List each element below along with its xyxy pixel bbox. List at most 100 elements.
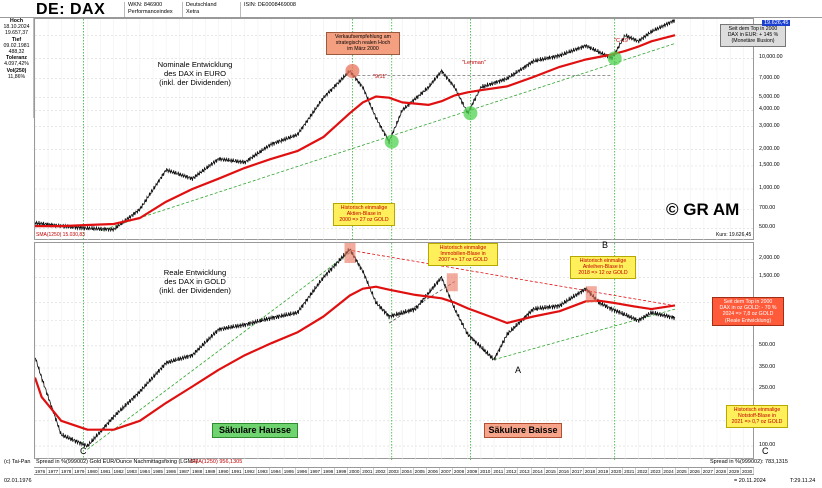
footer-copyright: (c) Tai-Pan xyxy=(4,459,31,465)
footer-date-left: 02.01.1976 xyxy=(4,478,32,484)
year-tick-label: 2012 xyxy=(506,468,519,474)
chart-header: DE: DAX WKN: 846900 Performanceindex Deu… xyxy=(0,0,822,18)
note-2007-line-3: 2007 => 17 oz GOLD xyxy=(438,257,488,264)
axis-tick-label: 4,000.00 xyxy=(759,106,780,113)
note-2021-line-3: 2021 => 0,? oz GOLD xyxy=(731,419,783,426)
axis-tick-label: 250.00 xyxy=(759,384,776,391)
year-tick-label: 1997 xyxy=(309,468,323,474)
last-value-badge: 19.626,45 xyxy=(762,20,791,27)
note-bubble-line-3: 2000 => 27 oz GOLD xyxy=(339,217,389,224)
trend-line xyxy=(388,281,455,324)
peak-highlight xyxy=(344,243,356,263)
note-peak-line-2: strategisch realen Hoch xyxy=(335,40,391,47)
year-tick-label: 1986 xyxy=(165,468,179,474)
year-tick-label: 2019 xyxy=(597,468,611,474)
bottom-label-line-2: des DAX in GOLD xyxy=(164,277,226,286)
year-tick-label: 2016 xyxy=(558,468,571,474)
year-tick-label: 1996 xyxy=(296,468,309,474)
note-bubble-line-2: Aktien-Blase in xyxy=(346,211,382,218)
note-peak-line-1: Verkaufsempfehlung am xyxy=(335,34,391,40)
year-tick-label: 2004 xyxy=(401,468,414,474)
year-axis: 1976 1977 1978 1979 1980 1981 1982 1983 1984 1985… xyxy=(34,467,755,475)
note-2007-line-2: Immobilien-Blase in xyxy=(440,251,486,258)
year-tick-label: 1982 xyxy=(113,468,126,474)
year-tick-label: 1978 xyxy=(61,468,74,474)
highlight-marker xyxy=(384,134,399,149)
top-label-line-2: des DAX in EURO xyxy=(163,69,227,78)
year-tick-label: 2022 xyxy=(637,468,650,474)
axis-tick-label: 2,000.00 xyxy=(759,145,780,152)
year-tick-label: 2021 xyxy=(624,468,637,474)
footer-bar: (c) Tai-Pan Spread in %(999002) Gold EUR… xyxy=(0,459,822,488)
axis-tick-label: 1,000.00 xyxy=(759,185,780,191)
year-tick-label: 2001 xyxy=(362,468,375,474)
top-label-line-3: (inkl. der Dividenden) xyxy=(159,78,231,87)
axis-tick-label: 500.00 xyxy=(759,224,776,231)
note-real-estate-bubble: Historisch einmalige Immobilien-Blase in… xyxy=(428,243,498,266)
year-tick-label: 1981 xyxy=(100,468,113,474)
stat-toleranz-value: 4.097,42% xyxy=(4,61,29,68)
year-tick-label: 1984 xyxy=(139,468,152,474)
axis-tick-label: 10,000.00 xyxy=(759,54,783,61)
highlight-marker xyxy=(607,51,622,66)
note-since-top-eur: Seit dem Top in 2000 DAX in EUR: + 145 %… xyxy=(720,24,786,47)
top-panel-label: Nominale Entwicklung des DAX in EURO (in… xyxy=(140,60,250,87)
note-top-gold-line-1: Seit dem Top in 2000 xyxy=(723,299,773,305)
stat-tief-date: 09.02.1981 xyxy=(3,42,30,49)
year-tick-label: 1993 xyxy=(257,468,270,474)
stat-label-toleranz: Toleranz xyxy=(6,55,27,62)
footer-date-right: = 20.11.2024 xyxy=(734,478,766,484)
axis-tick-label: 7,000.00 xyxy=(759,74,780,81)
axis-tick-label: 5,000.00 xyxy=(759,93,780,100)
note-sell-recommendation: Verkaufsempfehlung am strategisch realen… xyxy=(326,32,400,55)
year-tick-label: 1980 xyxy=(87,468,100,474)
axis-tick-label: 3,000.00 xyxy=(759,122,780,129)
copyright-mark: © GR AM xyxy=(666,200,740,219)
year-tick-label: 1987 xyxy=(178,468,192,474)
year-tick-label: 2003 xyxy=(388,468,401,474)
index-type: Performanceindex xyxy=(128,9,173,15)
year-tick-label: 2024 xyxy=(663,468,676,474)
stat-tief-value: 488,32 xyxy=(8,49,25,56)
exchange-label: Xetra xyxy=(186,9,200,15)
note-top-eur-line-1: Seit dem Top in 2000 xyxy=(728,26,778,32)
note-since-top-gold: Seit dem Top in 2000 DAX in oz GOLD: - 7… xyxy=(712,297,784,326)
trend-line xyxy=(352,250,676,307)
year-tick-label: 1985 xyxy=(152,468,165,474)
sma-series-line xyxy=(35,34,676,228)
letter-b: B xyxy=(602,240,609,250)
year-tick-label: 1976 xyxy=(34,468,48,474)
year-tick-label: 2030 xyxy=(741,468,755,474)
year-tick-label: 1988 xyxy=(192,468,205,474)
year-tick-label: 2026 xyxy=(689,468,702,474)
label-lehman: "Lehman" xyxy=(462,60,486,66)
year-tick-label: 2017 xyxy=(571,468,584,474)
secular-bull-label: Säkulare Hausse xyxy=(212,423,298,438)
header-cell-country: Deutschland Xetra xyxy=(182,2,240,17)
note-top-gold-line-2: DAX in oz GOLD: - 70 % xyxy=(719,305,777,312)
stat-vol-value: 11,86% xyxy=(7,73,26,80)
stat-label-vol: Vol(250) xyxy=(6,67,27,74)
note-peak-line-3: im März 2000 xyxy=(347,46,379,53)
country-label: Deutschland xyxy=(186,2,217,8)
letter-c-right: C xyxy=(762,446,769,456)
header-cell-wkn: WKN: 846900 Performanceindex xyxy=(124,2,182,17)
header-cell-isin: ISIN: DE0008469008 xyxy=(240,2,340,17)
letter-c-left: C xyxy=(80,446,87,456)
top-kurs-label: Kurs: 19.626,45 xyxy=(716,232,752,238)
year-tick-label: 2009 xyxy=(467,468,480,474)
stat-hoch-value: 19.657,37 xyxy=(4,30,29,37)
note-2021-line-1: Historisch einmalige xyxy=(733,407,781,413)
year-tick-label: 1990 xyxy=(218,468,231,474)
bottom-label-line-3: (inkl. der Dividenden) xyxy=(159,286,231,295)
axis-tick-label: 700.00 xyxy=(759,205,776,212)
secular-bear-label: Säkulare Baisse xyxy=(484,423,562,438)
year-tick-label: 2015 xyxy=(545,468,558,474)
axis-tick-label: 500.00 xyxy=(759,341,776,348)
note-2021-bubble: Historisch einmalige Notstoff-Blase in 2… xyxy=(726,405,788,428)
axis-tick-label: 350.00 xyxy=(759,364,776,370)
axis-tick-label: 2,000.00 xyxy=(759,255,780,262)
bottom-label-line-1: Reale Entwicklung xyxy=(163,268,227,277)
year-tick-label: 2027 xyxy=(702,468,715,474)
year-tick-label: 1983 xyxy=(126,468,139,474)
